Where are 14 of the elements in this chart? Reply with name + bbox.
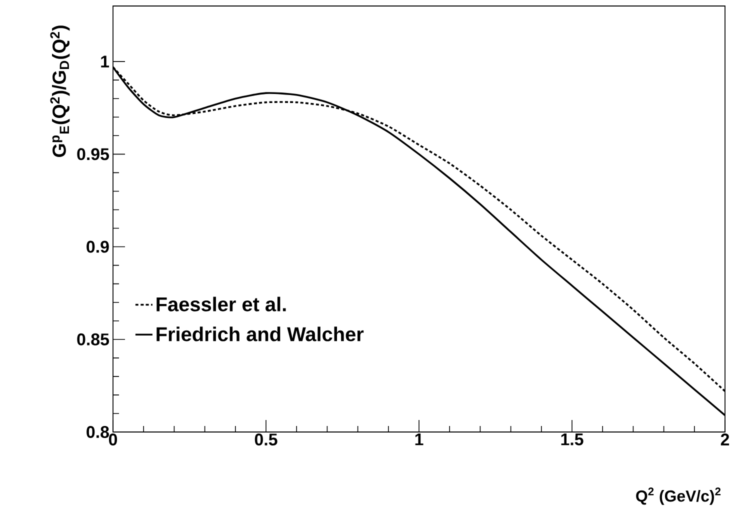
y-tick-label: 0.9 bbox=[86, 240, 109, 253]
x-tick-label: 0 bbox=[108, 434, 118, 446]
text: G$^{p}$$_{E}$(Q$^{2}$)/G$_{D}$(Q$^{2}$) bbox=[50, 26, 70, 157]
y-tick-label: 0.8 bbox=[86, 426, 109, 438]
x-axis-title: Q$^{2}$ (GeV/c)$^{2}$ bbox=[636, 488, 721, 505]
x-tick-label: 1 bbox=[415, 434, 424, 446]
y-tick-label: 1 bbox=[101, 56, 110, 68]
x-tick-label: 1.5 bbox=[561, 434, 584, 446]
legend-label: Faessler et al. bbox=[156, 296, 286, 312]
y-tick-label: 0.85 bbox=[77, 333, 110, 346]
legend-label: Friedrich and Walcher bbox=[156, 326, 364, 342]
x-tick-label: 2 bbox=[720, 434, 730, 446]
x-tick-label: 0.5 bbox=[254, 434, 278, 446]
y-tick-label: 0.95 bbox=[77, 148, 110, 160]
